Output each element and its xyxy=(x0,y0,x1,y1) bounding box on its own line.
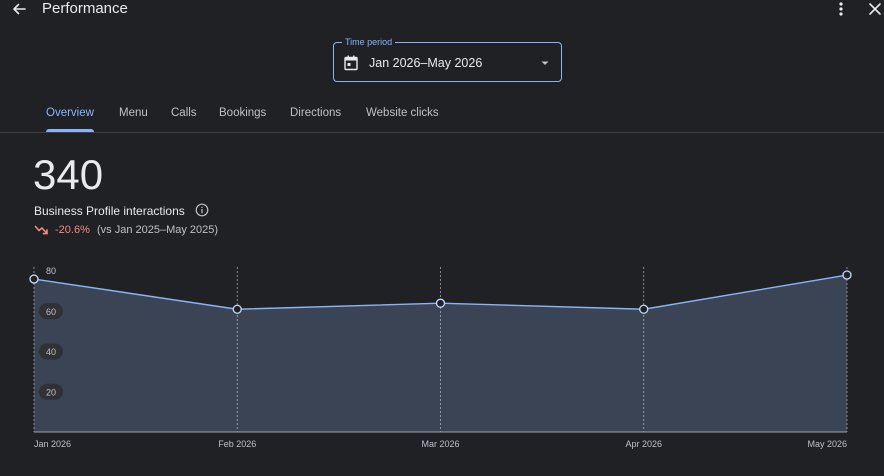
caret-down-icon xyxy=(541,61,549,65)
tab-overview[interactable]: Overview xyxy=(46,107,94,119)
tab-directions[interactable]: Directions xyxy=(290,107,342,119)
metric-label: Business Profile interactions xyxy=(34,204,185,218)
y-tick-pill-20 xyxy=(39,383,63,400)
tab-bookings[interactable]: Bookings xyxy=(219,107,267,119)
data-point-2 xyxy=(435,298,446,308)
trending-down-icon xyxy=(34,225,48,235)
interactions-chart: 20 40 60 80 Jan 2026 Feb 2026 Mar 2026 Apr 2026… xyxy=(29,266,852,449)
calendar-icon xyxy=(344,55,358,71)
page-title: Performance xyxy=(42,0,128,17)
y-tick-pill-40 xyxy=(39,343,63,360)
arrow-left-icon xyxy=(13,3,26,15)
x-tick-label-4: May 2026 xyxy=(807,439,847,449)
y-tick-pill-60 xyxy=(39,303,63,320)
close-icon xyxy=(869,3,881,15)
close-button[interactable] xyxy=(866,0,884,18)
time-period-label: Time period xyxy=(342,36,396,48)
x-tick-label-1: Feb 2026 xyxy=(218,439,256,449)
tab-menu[interactable]: Menu xyxy=(119,107,148,119)
data-point-1 xyxy=(232,304,242,314)
more-vert-icon xyxy=(839,2,843,16)
y-tick-label-60: 60 xyxy=(46,307,56,317)
info-icon[interactable] xyxy=(195,203,209,217)
tab-calls[interactable]: Calls xyxy=(171,107,197,119)
change-comparison: (vs Jan 2025–May 2025) xyxy=(97,224,219,236)
back-button[interactable] xyxy=(8,0,30,18)
time-period-select[interactable]: Time period Jan 2026–May 2026 xyxy=(333,36,562,82)
y-tick-label-40: 40 xyxy=(46,347,56,357)
tab-website-clicks[interactable]: Website clicks xyxy=(366,107,439,119)
time-period-value: Jan 2026–May 2026 xyxy=(369,56,483,70)
y-tick-label-80: 80 xyxy=(46,266,56,276)
data-point-0 xyxy=(29,274,39,284)
x-tick-label-0: Jan 2026 xyxy=(34,439,71,449)
y-tick-label-20: 20 xyxy=(46,387,56,397)
x-tick-label-2: Mar 2026 xyxy=(421,439,459,449)
data-point-4 xyxy=(842,270,852,280)
change-percent: -20.6% xyxy=(55,224,90,236)
interactions-total: 340 xyxy=(33,151,104,198)
tab-divider xyxy=(0,132,884,133)
data-point-3 xyxy=(639,304,649,314)
x-tick-label-3: Apr 2026 xyxy=(625,439,662,449)
active-tab-indicator xyxy=(46,129,94,132)
more-options-button[interactable] xyxy=(832,0,850,18)
